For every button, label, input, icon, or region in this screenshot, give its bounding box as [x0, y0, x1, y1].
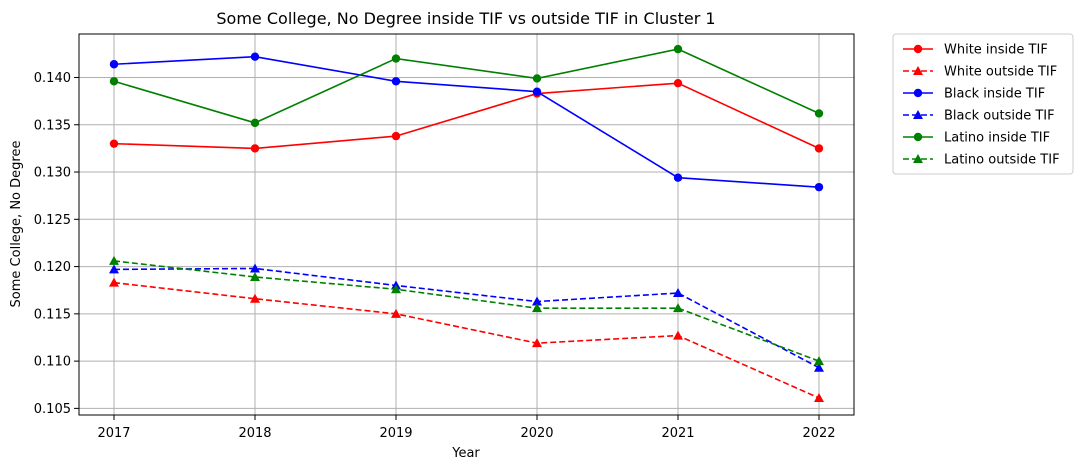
- data-point-white-inside-tif: [814, 144, 824, 153]
- data-point-black-outside-tif: [250, 263, 260, 273]
- data-point-latino-inside-tif: [532, 74, 542, 83]
- data-point-black-outside-tif: [532, 296, 542, 306]
- data-point-white-outside-tif: [814, 392, 824, 402]
- data-point-black-inside-tif: [250, 52, 260, 61]
- series-line-latino-inside-tif: [113, 48, 820, 124]
- series-line-black-inside-tif: [113, 55, 820, 188]
- y-axis-title: Some College, No Degree: [9, 141, 24, 308]
- legend-item-latino-inside-tif: Latino inside TIF: [903, 131, 1050, 146]
- series-line-latino-outside-tif: [113, 260, 820, 362]
- data-point-black-inside-tif: [814, 182, 824, 192]
- y-tick-label: 0.135: [34, 118, 71, 133]
- x-tick-label: 2017: [97, 426, 130, 441]
- legend-item-latino-outside-tif: Latino outside TIF: [903, 153, 1060, 168]
- data-point-latino-outside-tif: [391, 284, 401, 294]
- series-line-black-outside-tif: [113, 267, 820, 369]
- legend-item-black-inside-tif: Black inside TIF: [903, 87, 1045, 102]
- y-tick-label: 0.125: [34, 213, 71, 228]
- legend-item-white-outside-tif: White outside TIF: [903, 65, 1057, 80]
- data-point-latino-outside-tif: [250, 271, 260, 281]
- grid: [79, 34, 854, 415]
- chart-title: Some College, No Degree inside TIF vs ou…: [216, 9, 715, 28]
- legend-marker-white-outside-tif: [913, 66, 923, 75]
- x-axis: 2017 2018 2019 2020 2021 2022: [97, 415, 836, 441]
- data-point-latino-inside-tif: [814, 109, 824, 118]
- series-white-outside-tif: [109, 277, 824, 402]
- data-point-black-inside-tif: [532, 87, 542, 96]
- x-tick-label: 2022: [802, 426, 835, 441]
- plot-area-frame: [78, 33, 855, 416]
- data-point-white-outside-tif: [250, 293, 260, 303]
- data-point-white-outside-tif: [673, 330, 683, 340]
- series-black-inside-tif: [109, 52, 824, 192]
- legend-label-white-outside-tif: White outside TIF: [944, 65, 1057, 80]
- data-point-black-outside-tif: [109, 264, 119, 274]
- series-latino-inside-tif: [109, 44, 824, 128]
- legend-item-white-inside-tif: White inside TIF: [903, 43, 1048, 58]
- legend-item-black-outside-tif: Black outside TIF: [903, 109, 1055, 124]
- data-point-white-outside-tif: [532, 338, 542, 348]
- legend-label-white-inside-tif: White inside TIF: [944, 43, 1048, 58]
- legend-marker-latino-outside-tif: [913, 154, 923, 163]
- x-tick-label: 2019: [379, 426, 412, 441]
- y-axis: 0.105 0.110 0.115 0.120 0.125 0.130 0.135 0.140: [34, 71, 79, 417]
- series-black-outside-tif: [109, 263, 824, 372]
- data-point-black-inside-tif: [391, 77, 401, 86]
- legend: White inside TIF White outside TIF Black i…: [892, 33, 1074, 175]
- series-line-white-outside-tif: [113, 281, 820, 399]
- legend-label-black-outside-tif: Black outside TIF: [944, 109, 1055, 124]
- y-tick-label: 0.130: [34, 166, 71, 181]
- x-tick-label: 2021: [661, 426, 694, 441]
- y-tick-label: 0.120: [34, 260, 71, 275]
- data-point-white-outside-tif: [109, 277, 119, 287]
- data-point-latino-inside-tif: [109, 77, 119, 86]
- y-tick-label: 0.115: [34, 307, 71, 322]
- x-tick-label: 2020: [520, 426, 553, 441]
- data-point-latino-outside-tif: [109, 255, 119, 265]
- legend-marker-white-inside-tif: [913, 44, 923, 54]
- data-point-latino-inside-tif: [673, 44, 683, 54]
- legend-marker-black-outside-tif: [913, 110, 923, 119]
- data-point-latino-outside-tif: [673, 303, 683, 313]
- data-point-white-inside-tif: [391, 131, 401, 141]
- x-tick-label: 2018: [238, 426, 271, 441]
- data-point-black-outside-tif: [673, 288, 683, 298]
- legend-label-black-inside-tif: Black inside TIF: [944, 87, 1045, 102]
- data-point-black-inside-tif: [109, 60, 119, 69]
- series-white-inside-tif: [109, 78, 824, 153]
- data-point-white-inside-tif: [109, 139, 119, 148]
- x-axis-title: Year: [451, 446, 480, 461]
- series-layer: [109, 44, 824, 402]
- data-point-white-inside-tif: [250, 144, 260, 153]
- data-point-latino-inside-tif: [250, 118, 260, 128]
- data-point-latino-outside-tif: [532, 303, 542, 313]
- data-point-latino-inside-tif: [391, 54, 401, 63]
- data-point-latino-outside-tif: [814, 356, 824, 366]
- legend-label-latino-inside-tif: Latino inside TIF: [944, 131, 1050, 146]
- series-line-white-inside-tif: [113, 82, 820, 150]
- data-point-black-inside-tif: [673, 173, 683, 182]
- legend-marker-black-inside-tif: [913, 88, 923, 98]
- y-tick-label: 0.105: [34, 402, 71, 417]
- y-tick-label: 0.110: [34, 355, 71, 370]
- legend-marker-latino-inside-tif: [913, 132, 923, 142]
- data-point-white-inside-tif: [673, 78, 683, 88]
- series-latino-outside-tif: [109, 255, 824, 366]
- data-point-white-outside-tif: [391, 308, 401, 318]
- legend-box: [892, 33, 1074, 175]
- data-point-black-outside-tif: [814, 362, 824, 372]
- legend-label-latino-outside-tif: Latino outside TIF: [944, 153, 1060, 168]
- y-tick-label: 0.140: [34, 71, 71, 86]
